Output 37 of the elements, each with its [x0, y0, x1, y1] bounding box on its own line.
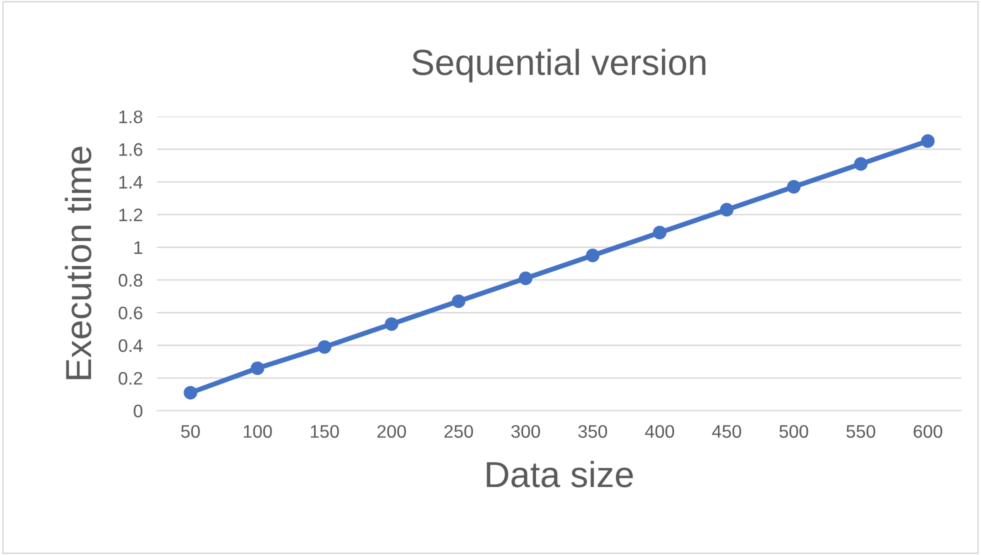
y-tick-label: 0.6 — [118, 306, 142, 320]
point — [854, 157, 868, 171]
x-tick-label: 350 — [578, 425, 608, 438]
point — [184, 386, 198, 400]
point — [518, 272, 532, 286]
y-tick-label: 1.4 — [119, 176, 143, 188]
x-tick-label: 600 — [914, 425, 942, 438]
point — [652, 226, 666, 240]
x-tick-label: 150 — [310, 425, 339, 438]
point — [787, 180, 801, 194]
x-tick-label: 250 — [444, 425, 473, 438]
chart-title: Sequential version — [412, 48, 706, 82]
point — [720, 202, 734, 216]
x-tick-label: 500 — [779, 425, 808, 438]
point — [921, 134, 935, 148]
x-tick-label: 450 — [712, 425, 742, 438]
y-axis-title: Execution time — [64, 146, 92, 380]
x-tick-label: 300 — [511, 425, 540, 438]
point — [318, 340, 332, 354]
point — [384, 317, 398, 331]
y-tick-label: 1.8 — [119, 110, 142, 124]
x-tick-label: 550 — [846, 425, 876, 438]
y-tick-label: 1.6 — [119, 143, 142, 156]
x-tick-label: 400 — [645, 425, 674, 438]
y-tick-label: 0 — [134, 404, 142, 418]
y-tick-label: 0.4 — [118, 339, 143, 352]
x-axis-title: Data size — [486, 460, 633, 488]
x-tick-label: 100 — [244, 425, 272, 438]
y-tick-label: 1 — [134, 241, 142, 254]
y-tick-label: 1.2 — [119, 208, 142, 222]
point — [586, 248, 600, 262]
x-tick-label: 200 — [377, 425, 406, 438]
x-tick-label: 50 — [181, 425, 200, 438]
y-tick-label: 0.2 — [118, 372, 142, 385]
point — [452, 294, 466, 308]
y-tick-label: 0.8 — [118, 274, 142, 287]
point — [250, 361, 264, 375]
